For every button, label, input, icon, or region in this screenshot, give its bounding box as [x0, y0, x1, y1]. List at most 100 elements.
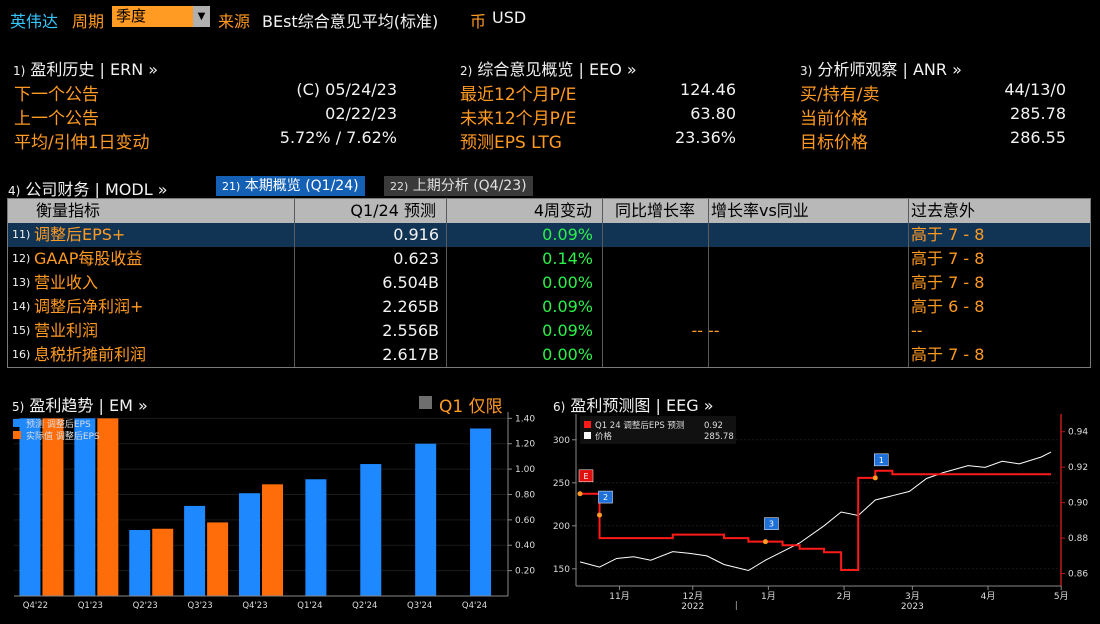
analyst-num: 3) — [800, 64, 813, 78]
table-row[interactable]: 13) 营业收入 6.504B 0.00% 高于 7 - 8 — [8, 271, 1090, 295]
col-divider — [294, 199, 295, 367]
header-yoy[interactable]: 同比增长率 — [615, 201, 696, 220]
legend-actual-swatch — [13, 431, 21, 439]
trend-y-tick-label: 0.80 — [515, 490, 535, 500]
table-row[interactable]: 15) 营业利润 2.556B 0.09% -- -- -- — [8, 319, 1090, 343]
forecast-title: 盈利预测图 | EEG » — [570, 396, 714, 415]
tab-prior-analysis[interactable]: 22) 上期分析 (Q4/23) — [384, 176, 533, 196]
q1-only-label[interactable]: Q1 仅限 — [439, 397, 503, 417]
analyst-value-0: 44/13/0 — [1004, 80, 1066, 99]
metric-name: 营业利润 — [34, 321, 99, 340]
col-divider — [602, 199, 603, 367]
legend-actual-label: 实际值 调整后EPS — [26, 430, 100, 442]
period-value: 季度 — [116, 7, 147, 25]
metric-name: 调整后净利润+ — [34, 297, 144, 316]
consensus-label-0: 最近12个月P/E — [460, 85, 577, 105]
event-marker — [578, 469, 594, 483]
analyst-label-1: 当前价格 — [800, 109, 868, 129]
header-surprise[interactable]: 过去意外 — [911, 201, 976, 220]
event-dot — [597, 512, 603, 518]
fc-right-tick-label: 0.90 — [1068, 499, 1088, 509]
earnings-num: 1) — [13, 64, 26, 78]
consensus-value-0: 124.46 — [680, 80, 736, 99]
earnings-label-1: 上一个公告 — [14, 109, 99, 129]
dropdown-arrow-icon[interactable]: ▼ — [193, 6, 210, 27]
forecast-bar — [360, 464, 382, 596]
period-label: 周期 — [72, 12, 105, 31]
trend-section-header[interactable]: 5) 盈利趋势 | EM » — [12, 392, 148, 416]
currency-value[interactable]: USD — [492, 8, 527, 27]
forecast-num: 6) — [553, 400, 566, 414]
analyst-label-2: 目标价格 — [800, 133, 868, 153]
fc-legend-eps-label: Q1 24 调整后EPS 预测 — [595, 420, 684, 431]
fc-left-tick-label: 150 — [553, 565, 570, 575]
fc-x-tick-label: 12月 — [683, 591, 703, 602]
header-peer[interactable]: 增长率vs同业 — [711, 201, 809, 220]
analyst-section-header[interactable]: 3) 分析师观察 | ANR » — [800, 56, 962, 80]
consensus-title: 综合意见概览 | EEO » — [477, 60, 637, 79]
fc-right-tick-label: 0.94 — [1068, 428, 1088, 438]
consensus-label-2: 预测EPS LTG — [460, 133, 562, 153]
fc-right-tick-label: 0.86 — [1068, 570, 1088, 580]
earnings-title: 盈利历史 | ERN » — [30, 60, 159, 79]
metric-name: 营业收入 — [34, 273, 99, 292]
tab-current-overview[interactable]: 21) 本期概览 (Q1/24) — [216, 176, 365, 196]
earnings-value-2: 5.72% / 7.62% — [279, 128, 397, 147]
forecast-section-header[interactable]: 6) 盈利预测图 | EEG » — [553, 392, 713, 416]
event-marker — [764, 517, 779, 530]
trend-y-tick-label: 0.20 — [515, 567, 535, 577]
consensus-value-2: 23.36% — [674, 128, 736, 147]
table-header-row — [8, 199, 1090, 223]
header-metric[interactable]: 衡量指标 — [36, 201, 101, 220]
earnings-section-header[interactable]: 1) 盈利历史 | ERN » — [13, 56, 158, 80]
trend-x-tick-label: Q1'24 — [297, 601, 322, 611]
metric-name: GAAP每股收益 — [34, 249, 143, 268]
earnings-value-1: 02/22/23 — [325, 104, 397, 123]
metric-name: 调整后EPS+ — [34, 225, 126, 244]
earnings-value-0: (C) 05/24/23 — [296, 80, 397, 99]
price-line — [579, 451, 1052, 572]
header-forecast[interactable]: Q1/24 预测 — [350, 201, 436, 220]
financials-num: 4) — [8, 184, 21, 198]
fc-legend-price-value: 285.78 — [704, 432, 734, 442]
consensus-section-header[interactable]: 2) 综合意见概览 | EEO » — [460, 56, 637, 80]
trend-y-tick-label: 1.00 — [515, 465, 535, 475]
source-value[interactable]: BEst综合意见平均(标准) — [262, 12, 439, 31]
table-row[interactable]: 14) 调整后净利润+ 2.265B 0.09% 高于 6 - 8 — [8, 295, 1090, 319]
table-row[interactable]: 11) 调整后EPS+ 0.916 0.09% 高于 7 - 8 — [8, 223, 1090, 247]
table-row[interactable]: 12) GAAP每股收益 0.623 0.14% 高于 7 - 8 — [8, 247, 1090, 271]
header-4wk-change[interactable]: 4周变动 — [533, 201, 592, 220]
trend-x-tick-label: Q4'24 — [462, 601, 487, 611]
fc-x-tick-label: 3月 — [905, 591, 920, 602]
fc-right-tick-label: 0.88 — [1068, 534, 1088, 544]
earnings-label-2: 平均/引伸1日变动 — [14, 133, 150, 153]
fc-x-tick-label: 1月 — [761, 591, 776, 602]
trend-title: 盈利趋势 | EM » — [29, 396, 148, 415]
legend-forecast-label: 预测 调整后EPS — [26, 418, 91, 430]
col-divider — [708, 199, 709, 367]
fc-year-label: 2023 — [901, 602, 924, 612]
trend-y-tick-label: 1.20 — [515, 440, 535, 450]
trend-x-tick-label: Q4'22 — [23, 601, 48, 611]
fc-left-tick-label: 250 — [553, 479, 570, 489]
q1-only-checkbox[interactable] — [419, 396, 432, 409]
event-marker — [874, 453, 889, 467]
table-row[interactable]: 16) 息税折摊前利润 2.617B 0.00% 高于 7 - 8 — [8, 343, 1090, 367]
fc-legend-box — [580, 416, 736, 444]
actual-bar — [97, 418, 119, 596]
event-marker-label: 1 — [879, 456, 884, 465]
forecast-bar — [470, 428, 492, 596]
eps-forecast-line — [580, 469, 1051, 572]
fc-x-tick-label: 2月 — [837, 591, 852, 602]
trend-num: 5) — [12, 400, 25, 414]
forecast-bar — [239, 493, 260, 596]
source-label: 来源 — [218, 12, 251, 31]
period-dropdown[interactable]: 季度 ▼ — [112, 6, 210, 27]
trend-y-tick-label: 1.40 — [515, 414, 535, 424]
financials-section-header[interactable]: 4) 公司财务 | MODL » — [8, 176, 168, 200]
trend-x-tick-label: Q4'23 — [242, 601, 267, 611]
col-divider — [446, 199, 447, 367]
fc-year-label: 2022 — [681, 602, 704, 612]
col-divider — [908, 199, 909, 367]
